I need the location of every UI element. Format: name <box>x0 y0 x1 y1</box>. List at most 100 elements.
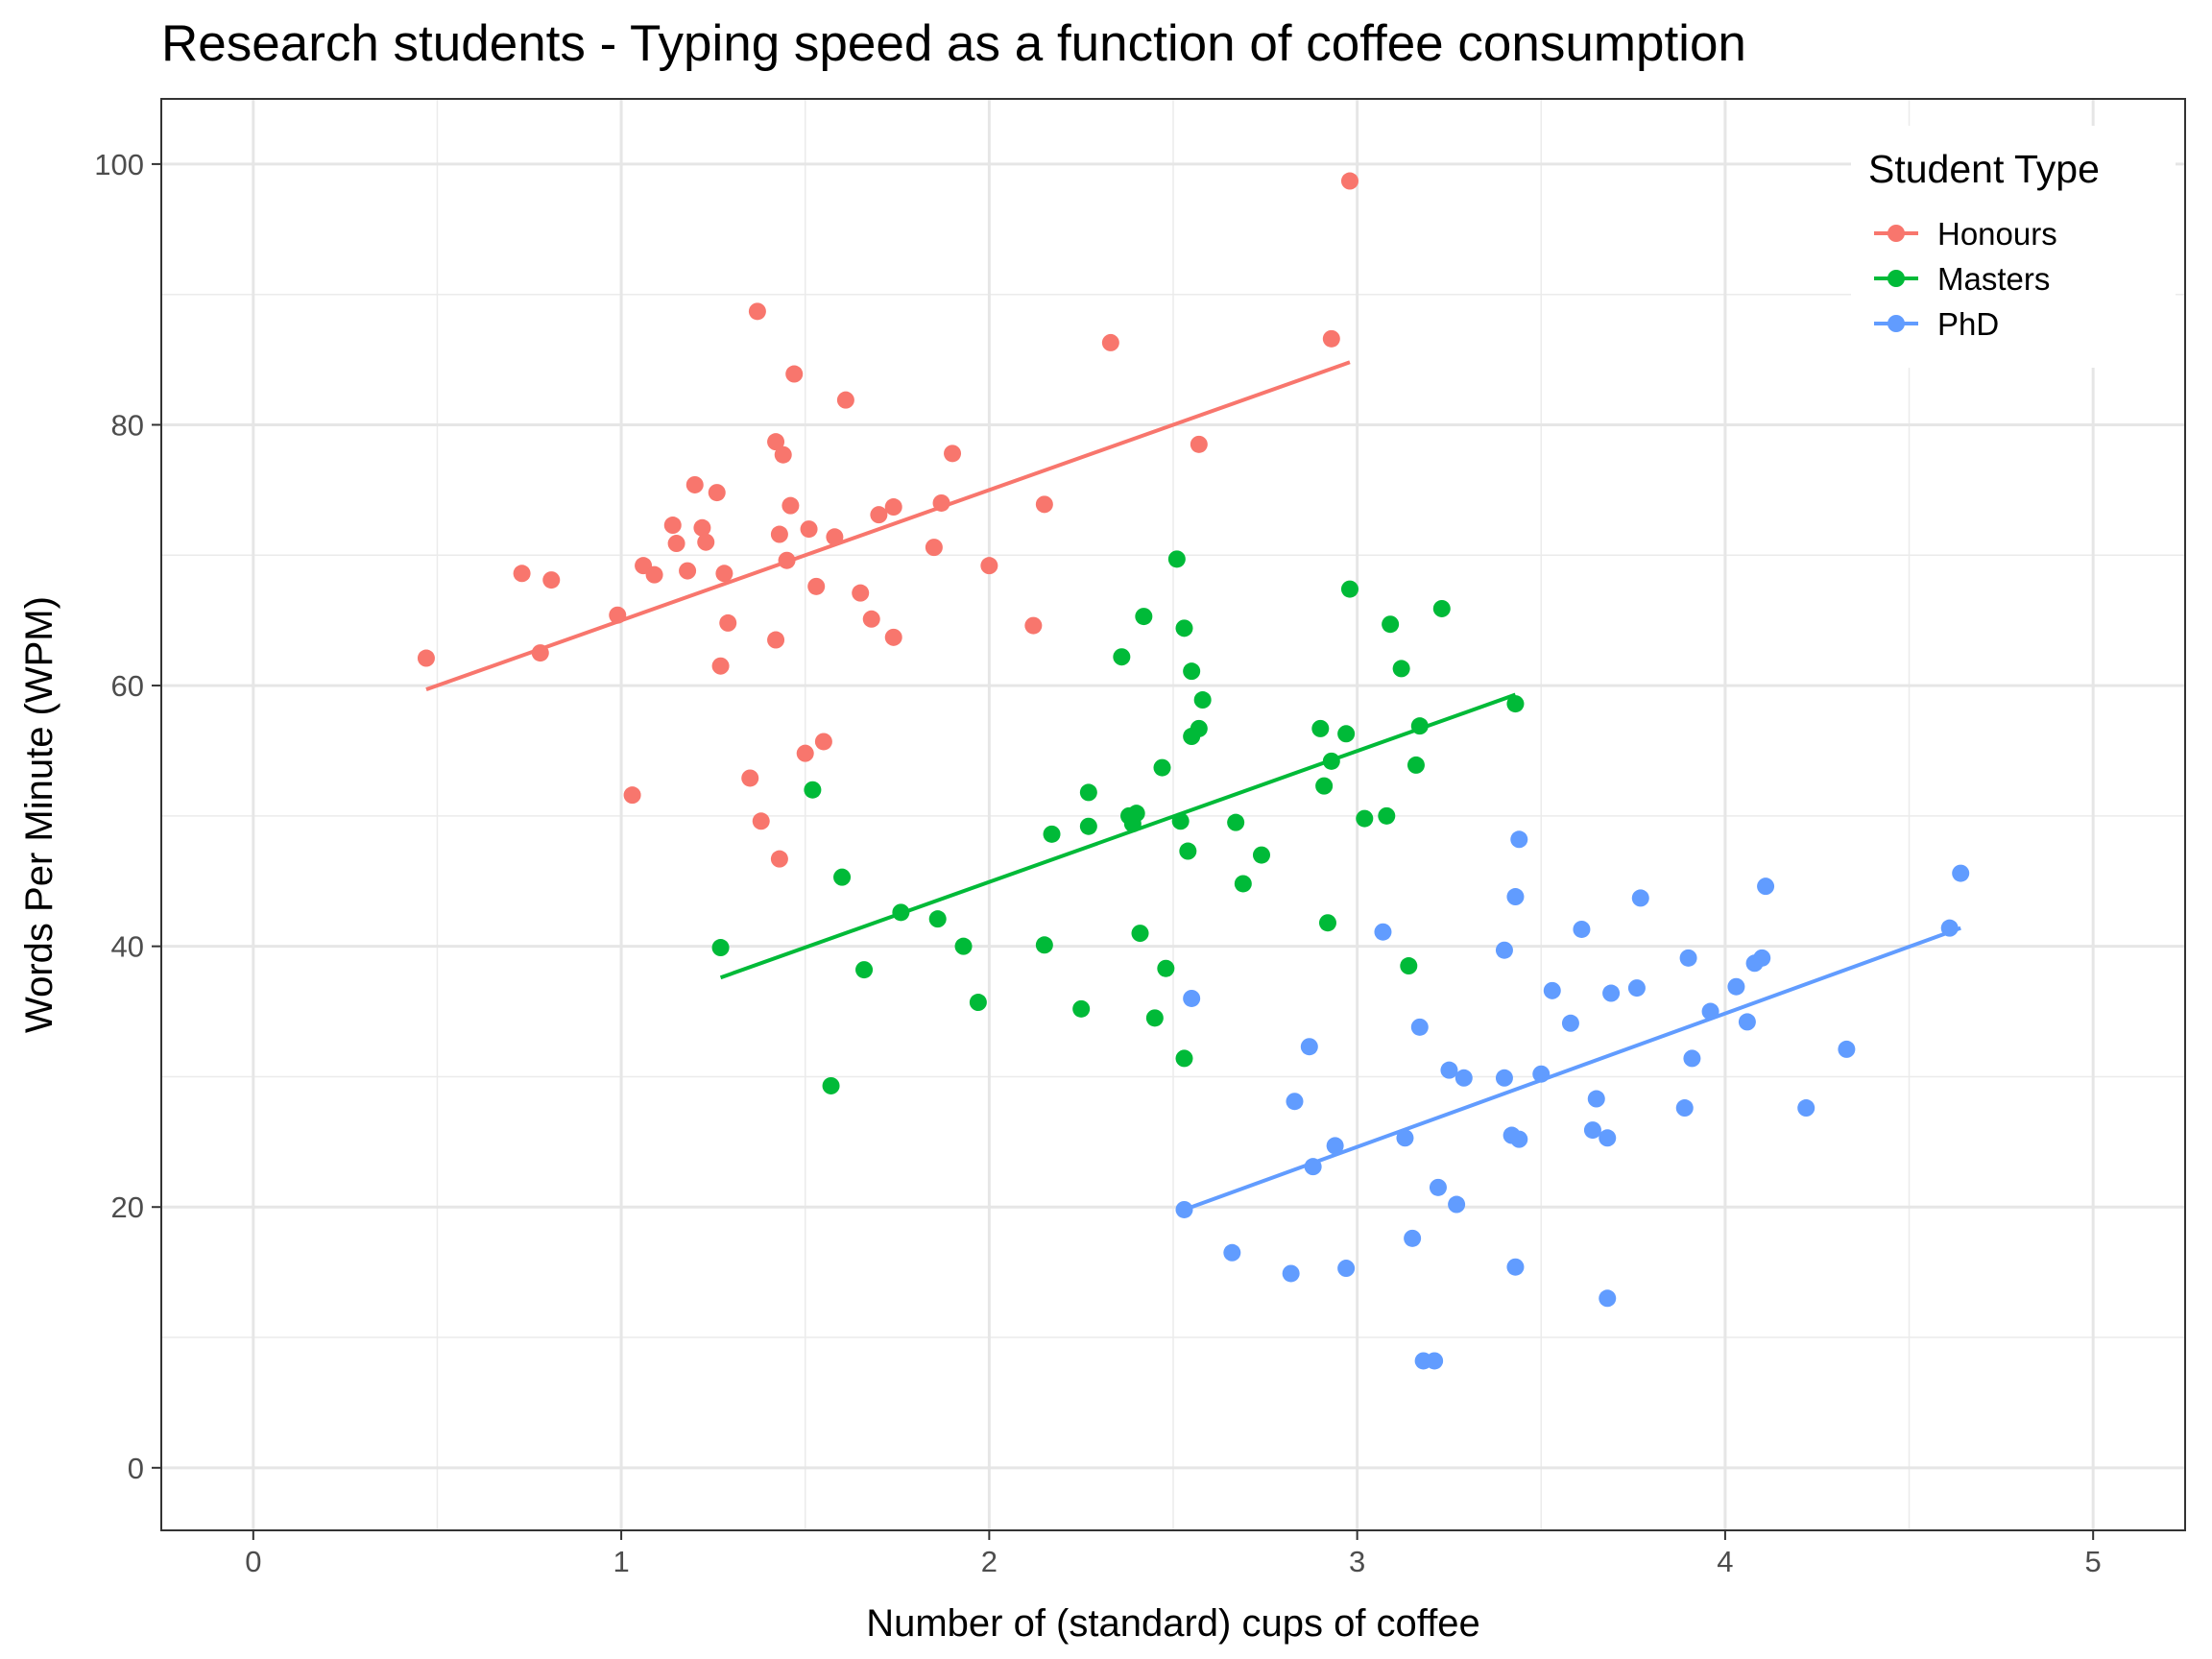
chart-title: Research students - Typing speed as a fu… <box>161 15 1746 72</box>
data-point-honours <box>767 631 785 649</box>
data-point-masters <box>1392 660 1410 678</box>
data-point-honours <box>1101 333 1119 351</box>
data-point-honours <box>980 557 998 575</box>
data-point-phd <box>1675 1099 1694 1118</box>
data-point-honours <box>542 571 561 589</box>
y-tick-label: 0 <box>128 1452 144 1485</box>
data-point-phd <box>1506 1258 1525 1276</box>
data-point-phd <box>1587 1090 1605 1108</box>
legend-key-point-honours <box>1887 225 1905 242</box>
data-point-masters <box>833 868 852 886</box>
data-point-honours <box>513 565 531 583</box>
data-point-masters <box>928 910 947 928</box>
data-point-honours <box>932 493 950 512</box>
data-point-honours <box>697 533 715 551</box>
data-point-honours <box>645 565 663 584</box>
data-point-phd <box>1510 830 1528 849</box>
data-point-masters <box>969 994 987 1012</box>
trend-line-honours <box>425 360 1351 692</box>
data-point-phd <box>1797 1099 1815 1118</box>
data-point-phd <box>1455 1069 1473 1087</box>
data-point-masters <box>1432 599 1451 617</box>
data-point-masters <box>1506 695 1525 713</box>
data-point-phd <box>1602 984 1621 1002</box>
data-point-phd <box>1727 977 1745 996</box>
data-point-masters <box>1135 608 1153 626</box>
data-point-phd <box>1495 941 1513 959</box>
data-point-phd <box>1683 1049 1701 1068</box>
data-point-honours <box>1340 172 1358 190</box>
data-point-honours <box>679 562 697 580</box>
x-tick-label: 4 <box>1717 1545 1733 1578</box>
data-point-phd <box>1396 1129 1414 1147</box>
data-point-masters <box>1340 580 1358 598</box>
x-tick-label: 0 <box>245 1545 261 1578</box>
data-point-phd <box>1583 1121 1601 1140</box>
data-point-masters <box>1127 805 1145 823</box>
data-point-honours <box>774 445 792 464</box>
data-point-honours <box>1024 616 1043 635</box>
data-point-masters <box>1234 875 1252 893</box>
data-point-honours <box>925 539 943 557</box>
data-point-honours <box>800 520 818 539</box>
data-point-phd <box>1282 1264 1300 1283</box>
data-point-masters <box>1337 725 1356 743</box>
data-point-masters <box>1167 550 1186 568</box>
data-point-masters <box>1079 783 1097 802</box>
data-point-masters <box>1227 813 1245 831</box>
data-point-honours <box>741 769 759 787</box>
x-tick-label: 1 <box>613 1545 629 1578</box>
data-point-masters <box>1179 842 1197 860</box>
data-point-honours <box>711 657 730 675</box>
data-point-honours <box>531 644 549 662</box>
data-point-phd <box>1631 889 1649 907</box>
data-point-honours <box>770 525 788 543</box>
y-tick-label: 80 <box>111 408 144 442</box>
data-point-honours <box>663 517 682 535</box>
data-point-honours <box>715 565 733 583</box>
data-point-masters <box>1145 1009 1164 1027</box>
data-point-phd <box>1374 923 1392 941</box>
data-point-phd <box>1175 1200 1193 1218</box>
data-point-masters <box>1311 719 1330 737</box>
data-point-masters <box>892 903 910 922</box>
data-point-phd <box>1304 1158 1322 1176</box>
x-tick-label: 2 <box>981 1545 998 1578</box>
data-point-phd <box>1506 888 1525 906</box>
data-point-masters <box>1175 1049 1193 1068</box>
data-point-honours <box>870 506 888 524</box>
data-point-masters <box>1171 812 1190 830</box>
legend-background <box>1851 126 2176 368</box>
data-point-honours <box>884 498 902 517</box>
data-point-masters <box>1079 817 1097 835</box>
data-point-phd <box>1429 1178 1447 1196</box>
data-point-honours <box>814 733 832 751</box>
data-point-masters <box>1378 806 1396 825</box>
y-tick-label: 40 <box>111 930 144 964</box>
data-point-masters <box>1252 846 1270 864</box>
y-tick-label: 60 <box>111 669 144 703</box>
legend-label-honours: Honours <box>1937 216 2057 252</box>
data-point-honours <box>667 535 685 553</box>
data-point-phd <box>1757 878 1775 896</box>
x-tick-label: 5 <box>2085 1545 2102 1578</box>
data-point-masters <box>855 961 874 979</box>
data-point-phd <box>1679 949 1697 967</box>
data-point-honours <box>852 584 870 602</box>
data-point-honours <box>770 850 788 868</box>
data-point-phd <box>1838 1040 1856 1058</box>
legend-key-point-masters <box>1887 270 1905 287</box>
data-points <box>417 172 1970 1370</box>
data-point-masters <box>1315 777 1334 795</box>
data-point-honours <box>693 518 711 537</box>
data-point-phd <box>1410 1018 1429 1036</box>
data-point-honours <box>417 649 435 667</box>
data-point-masters <box>1131 925 1149 943</box>
data-point-phd <box>1495 1069 1513 1087</box>
data-point-masters <box>1035 936 1053 954</box>
data-point-phd <box>1561 1014 1579 1032</box>
data-point-honours <box>944 445 962 463</box>
data-point-masters <box>1400 957 1418 975</box>
data-point-phd <box>1940 919 1959 937</box>
